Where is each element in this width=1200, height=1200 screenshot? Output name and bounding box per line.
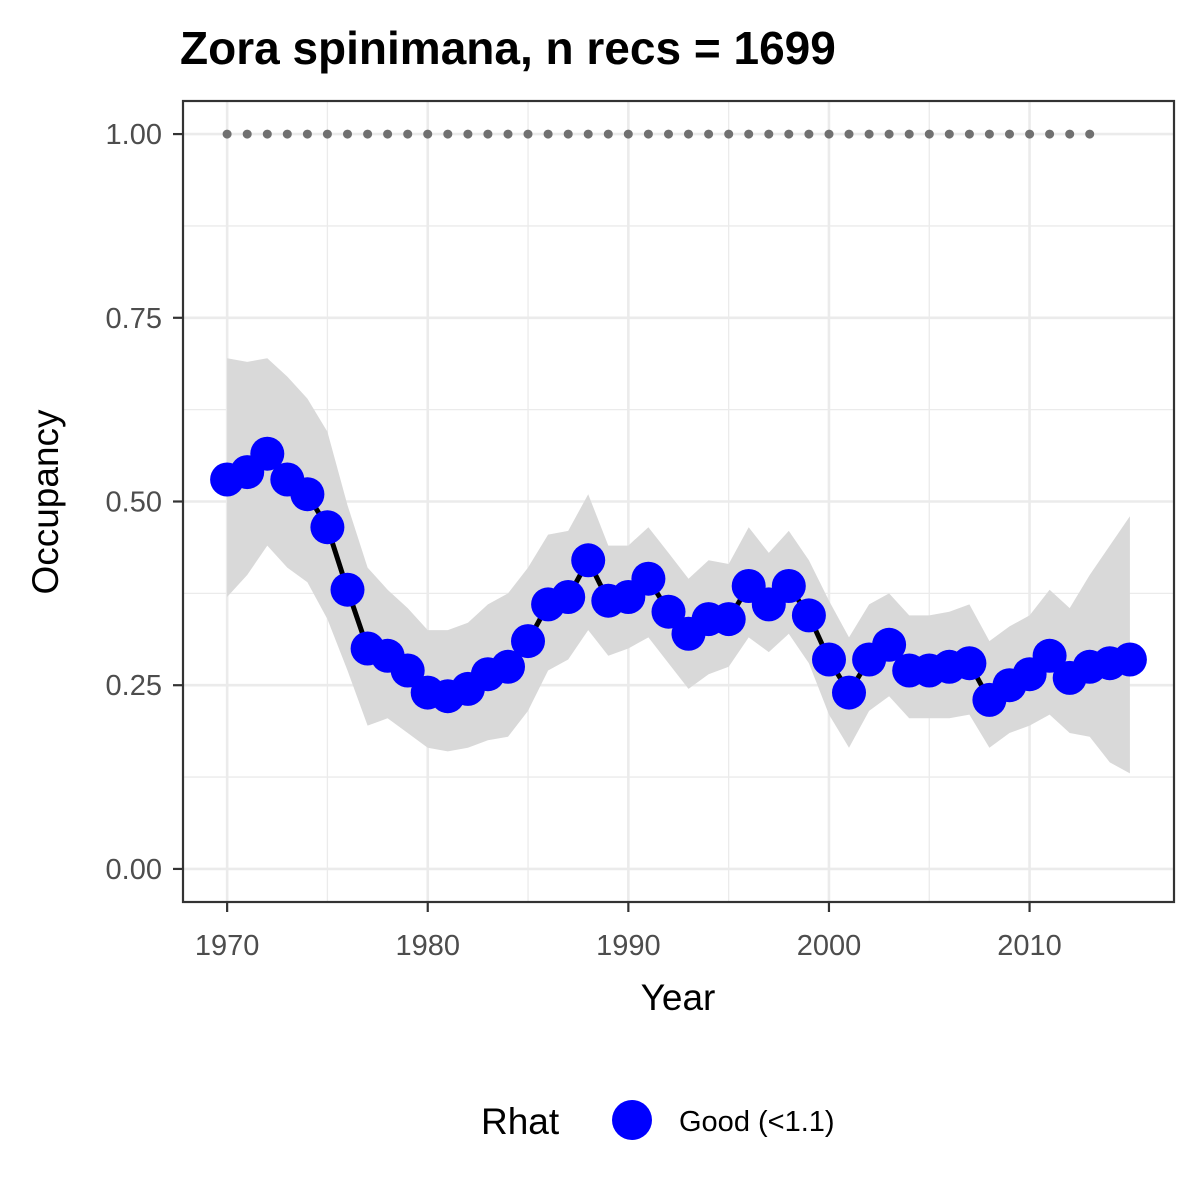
y-tick-label: 0.00 <box>106 854 162 886</box>
legend-key-point <box>612 1100 652 1140</box>
reference-dot <box>1025 129 1035 139</box>
y-tick-label: 0.50 <box>106 487 162 519</box>
chart-title: Zora spinimana, n recs = 1699 <box>180 22 836 74</box>
y-tick-label: 0.75 <box>106 303 162 335</box>
reference-dot <box>824 129 834 139</box>
data-point <box>310 510 345 545</box>
data-point <box>551 580 586 614</box>
reference-dot <box>483 129 493 139</box>
data-point <box>511 624 545 659</box>
data-point <box>390 653 425 688</box>
reference-dot <box>643 129 653 139</box>
data-point <box>771 569 806 603</box>
reference-dot <box>302 129 312 139</box>
reference-dot <box>704 129 714 139</box>
reference-dot <box>403 129 413 139</box>
reference-dot <box>944 129 954 139</box>
data-point <box>330 572 365 607</box>
x-tick-label: 1980 <box>395 930 460 962</box>
reference-dot <box>684 129 693 139</box>
reference-dot <box>523 129 533 139</box>
reference-dot <box>664 129 673 139</box>
data-point <box>571 543 606 578</box>
data-point <box>631 561 666 596</box>
x-tick-label: 1990 <box>596 930 661 962</box>
reference-dot <box>884 129 894 139</box>
data-point <box>812 642 846 677</box>
reference-dot <box>443 129 453 139</box>
reference-dot <box>463 129 473 139</box>
data-point <box>290 477 325 512</box>
reference-dot <box>343 129 352 139</box>
reference-dot <box>984 129 994 139</box>
reference-dot <box>924 129 934 139</box>
reference-dot <box>1065 129 1075 139</box>
reference-dot <box>423 129 433 139</box>
reference-dot <box>363 129 373 139</box>
reference-dot <box>724 129 734 139</box>
legend-title: Rhat <box>481 1101 560 1142</box>
x-axis-title: Year <box>641 977 716 1018</box>
data-point <box>952 646 987 681</box>
x-tick-label: 2000 <box>797 930 862 962</box>
reference-dot <box>322 129 332 139</box>
reference-dot <box>262 129 272 139</box>
reference-dot <box>1005 129 1014 139</box>
reference-dot <box>864 129 874 139</box>
x-tick-label: 2010 <box>997 930 1062 962</box>
reference-dot <box>764 129 774 139</box>
reference-dot <box>242 129 252 139</box>
reference-dot <box>383 129 393 139</box>
data-point <box>1112 642 1147 677</box>
legend-label: Good (<1.1) <box>679 1106 835 1138</box>
data-point <box>832 675 866 710</box>
reference-dot <box>904 129 914 139</box>
x-tick-label: 1970 <box>195 930 260 962</box>
reference-dot <box>964 129 974 139</box>
reference-dot <box>744 129 754 139</box>
y-tick-label: 0.25 <box>106 670 162 702</box>
reference-dot <box>583 129 593 139</box>
legend: Rhat Good (<1.1) <box>481 1100 835 1142</box>
reference-dot <box>503 129 513 139</box>
reference-dot <box>543 129 553 139</box>
reference-dot <box>282 129 292 139</box>
plot-panel: 1970 1980 1990 2000 2010 0.00 0.25 0.50 0.75 1.00 <box>106 99 1176 962</box>
data-point <box>791 598 826 633</box>
data-point <box>872 627 907 662</box>
reference-dot <box>603 129 613 139</box>
reference-dot <box>623 129 633 139</box>
reference-dot <box>1045 129 1055 139</box>
reference-dot <box>784 129 794 139</box>
data-point <box>651 594 686 629</box>
data-point <box>491 649 525 684</box>
reference-dot <box>222 129 232 139</box>
y-tick-label: 1.00 <box>106 119 162 151</box>
reference-dot <box>563 129 573 139</box>
reference-dot <box>844 129 854 139</box>
y-axis-title: Occupancy <box>25 409 66 595</box>
data-point <box>711 602 746 637</box>
data-point <box>250 436 285 471</box>
data-point <box>1032 638 1067 673</box>
reference-dot <box>1085 129 1095 139</box>
reference-dot <box>804 129 814 139</box>
